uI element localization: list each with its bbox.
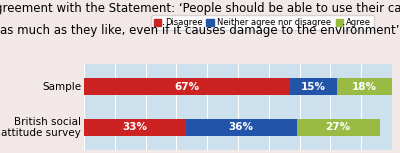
Bar bbox=[336, 78, 392, 95]
Text: 27%: 27% bbox=[326, 123, 351, 132]
Legend: Disagree, Neither agree nor disagree, Agree: Disagree, Neither agree nor disagree, Ag… bbox=[151, 15, 374, 30]
Text: Agreement with the Statement: ‘People should be able to use their cars: Agreement with the Statement: ‘People sh… bbox=[0, 2, 400, 15]
Bar bbox=[290, 78, 336, 95]
Bar bbox=[186, 119, 296, 136]
Bar bbox=[296, 119, 380, 136]
Text: 15%: 15% bbox=[301, 82, 326, 92]
Text: 33%: 33% bbox=[122, 123, 147, 132]
Bar bbox=[84, 78, 290, 95]
Bar bbox=[84, 119, 186, 136]
Text: as much as they like, even if it causes damage to the environment’: as much as they like, even if it causes … bbox=[0, 24, 400, 37]
Text: 36%: 36% bbox=[228, 123, 254, 132]
Text: 67%: 67% bbox=[175, 82, 200, 92]
Text: 18%: 18% bbox=[352, 82, 377, 92]
